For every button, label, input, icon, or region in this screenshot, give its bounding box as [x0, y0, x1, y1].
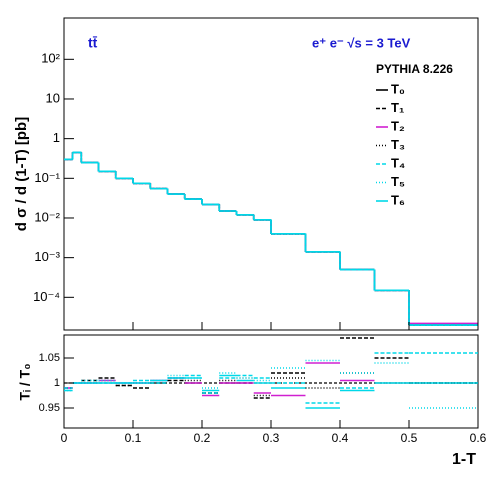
legend-label: T₃ — [391, 137, 405, 152]
ratio-axis-label: Tᵢ / T₀ — [17, 363, 33, 400]
y-tick-label: 10⁻² — [34, 209, 60, 224]
x-tick-label: 0.4 — [332, 431, 349, 445]
y-tick-label: 1 — [54, 377, 60, 389]
y-tick-label: 10⁻¹ — [34, 170, 60, 185]
legend-label: T₁ — [391, 100, 404, 115]
y-axis-label: d σ / d (1-T) [pb] — [13, 117, 30, 231]
x-tick-label: 0 — [61, 431, 68, 445]
y-tick-label: 10² — [41, 51, 60, 66]
x-tick-label: 0.2 — [194, 431, 211, 445]
legend-title: PYTHIA 8.226 — [376, 62, 453, 76]
legend-label: T₀ — [391, 81, 405, 96]
lower-plot — [64, 337, 478, 409]
chart-subtitle: e⁺ e⁻ √s = 3 TeV — [312, 35, 411, 50]
y-tick-label: 10 — [46, 90, 60, 105]
x-tick-label: 0.5 — [401, 431, 418, 445]
legend-label: T₅ — [391, 174, 405, 189]
x-axis-label: 1-T — [452, 451, 476, 468]
lower-frame — [63, 334, 479, 429]
x-tick-label: 0.3 — [263, 431, 280, 445]
chart-title: tt̄ — [88, 34, 98, 50]
y-tick-label: 1 — [53, 130, 60, 145]
upper-plot — [64, 151, 478, 326]
y-tick-label: 0.95 — [39, 402, 60, 414]
legend-label: T₂ — [391, 118, 405, 133]
legend-label: T₆ — [391, 192, 405, 207]
legend-label: T₄ — [391, 155, 405, 170]
y-tick-label: 10⁻³ — [34, 249, 60, 264]
x-tick-label: 0.1 — [125, 431, 142, 445]
y-tick-label: 1.05 — [39, 352, 60, 364]
y-tick-label: 10⁻⁴ — [33, 289, 60, 304]
x-tick-label: 0.6 — [470, 431, 487, 445]
